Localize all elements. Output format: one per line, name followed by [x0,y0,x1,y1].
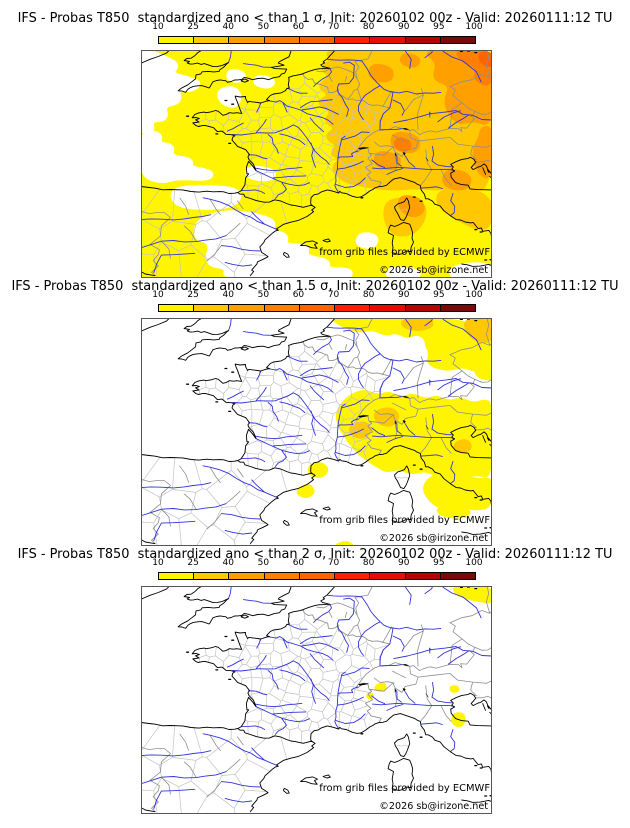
colorbar-tick-95: 95 [433,290,445,300]
panel-sigma-1: IFS - Probas T850 standardized ano < tha… [0,5,630,278]
colorbar-segment-2 [194,304,230,311]
rivers [141,49,492,273]
colorbar: 10 25 40 50 60 70 80 90 95 100 [152,22,483,45]
colorbar-segment-1 [159,572,195,579]
map-container: from grib files provided by ECMWF ©2026 s… [141,585,492,814]
colorbar-tick-80: 80 [362,558,375,568]
panel-title: IFS - Probas T850 standardized ano < tha… [11,279,619,294]
colorbar-segment-5 [299,36,336,43]
colorbar-segments [158,571,476,580]
colorbar-segment-7 [370,36,406,43]
colorbar-tick-90: 90 [398,290,410,300]
colorbar-tick-95: 95 [433,558,445,568]
colorbar-segment-3 [229,572,265,579]
colorbar-segment-5 [299,304,336,311]
country-borders [141,49,492,276]
colorbar-tick-90: 90 [398,22,410,32]
colorbar-tick-labels: 10 25 40 50 60 70 80 90 95 100 [152,558,482,568]
region-boundaries [161,75,463,261]
panel-sigma-2: IFS - Probas T850 standardized ano < tha… [0,541,630,814]
panel-title: IFS - Probas T850 standardized ano < tha… [17,547,613,562]
colorbar-segment-2 [194,572,230,579]
colorbar-tick-10: 10 [152,558,164,568]
panel-title: IFS - Probas T850 standardized ano < tha… [17,11,613,26]
colorbar-segment-8 [405,572,441,579]
attribution-ecmwf: from grib files provided by ECMWF [319,783,490,794]
colorbar-tick-100: 100 [465,290,483,300]
colorbar-segment-9 [440,304,475,311]
colorbar: 10 25 40 50 60 70 80 90 95 100 [152,290,483,313]
colorbar-segment-9 [440,572,475,579]
colorbar-tick-25: 25 [187,558,199,568]
colorbar-tick-10: 10 [152,290,164,300]
probability-fill [141,49,492,278]
colorbar-segment-8 [405,36,441,43]
map-frame [141,585,492,814]
colorbar-tick-70: 70 [327,558,340,568]
colorbar-tick-80: 80 [362,290,375,300]
colorbar-tick-labels: 10 25 40 50 60 70 80 90 95 100 [152,290,482,300]
colorbar-tick-100: 100 [465,22,483,32]
probability-map-panel-3: from grib files provided by ECMWF ©2026 s… [141,585,492,814]
colorbar-segment-4 [264,36,300,43]
probability-fill [478,51,492,67]
colorbar-tick-40: 40 [222,290,234,300]
colorbar-segment-6 [335,304,371,311]
colorbar-tick-10: 10 [152,22,164,32]
probability-map-panel-2: from grib files provided by ECMWF ©2026 s… [141,317,492,546]
colorbar-segment-5 [299,572,336,579]
colorbar-tick-95: 95 [433,22,445,32]
attribution-copyright: ©2026 sb@irizone.net [379,801,488,812]
colorbar-tick-labels: 10 25 40 50 60 70 80 90 95 100 [152,22,482,32]
colorbar-segment-3 [229,304,265,311]
map-frame [141,317,492,546]
colorbar-tick-25: 25 [187,22,199,32]
colorbar-tick-60: 60 [292,558,305,568]
map-container: from grib files provided by ECMWF ©2026 s… [141,49,492,278]
colorbar-tick-50: 50 [257,290,270,300]
probability-map-panel-1: from grib files provided by ECMWF ©2026 s… [141,49,492,278]
colorbar-segment-9 [440,36,475,43]
map-frame [141,49,492,278]
colorbar-segment-6 [335,36,371,43]
colorbar-tick-40: 40 [222,22,234,32]
attribution-copyright: ©2026 sb@irizone.net [379,265,488,276]
colorbar-tick-70: 70 [327,290,340,300]
colorbar-segment-7 [370,304,406,311]
colorbar-segment-4 [264,572,300,579]
colorbar-segment-3 [229,36,265,43]
colorbar-segment-2 [194,36,230,43]
colorbar-tick-90: 90 [398,558,410,568]
panel-sigma-1.5: IFS - Probas T850 standardized ano < tha… [0,273,630,546]
attribution-ecmwf: from grib files provided by ECMWF [319,515,490,526]
attribution-ecmwf: from grib files provided by ECMWF [319,247,490,258]
colorbar-segment-1 [159,36,195,43]
colorbar-tick-60: 60 [292,22,305,32]
coastlines [141,49,492,276]
colorbar-tick-60: 60 [292,290,305,300]
colorbar-segment-1 [159,304,195,311]
probability-fill [349,317,492,453]
colorbar-tick-50: 50 [257,22,270,32]
colorbar-tick-70: 70 [327,22,340,32]
colorbar-segment-6 [335,572,371,579]
probability-fill [391,337,428,366]
colorbar-tick-40: 40 [222,558,234,568]
colorbar-tick-25: 25 [187,290,199,300]
colorbar-segments [158,303,476,312]
colorbar-segment-7 [370,572,406,579]
colorbar: 10 25 40 50 60 70 80 90 95 100 [152,558,483,581]
colorbar-segment-8 [405,304,441,311]
colorbar-tick-100: 100 [465,558,483,568]
colorbar-tick-50: 50 [257,558,270,568]
colorbar-segment-4 [264,304,300,311]
map-container: from grib files provided by ECMWF ©2026 s… [141,317,492,546]
attribution-copyright: ©2026 sb@irizone.net [379,533,488,544]
colorbar-tick-80: 80 [362,22,375,32]
colorbar-segments [158,35,476,44]
